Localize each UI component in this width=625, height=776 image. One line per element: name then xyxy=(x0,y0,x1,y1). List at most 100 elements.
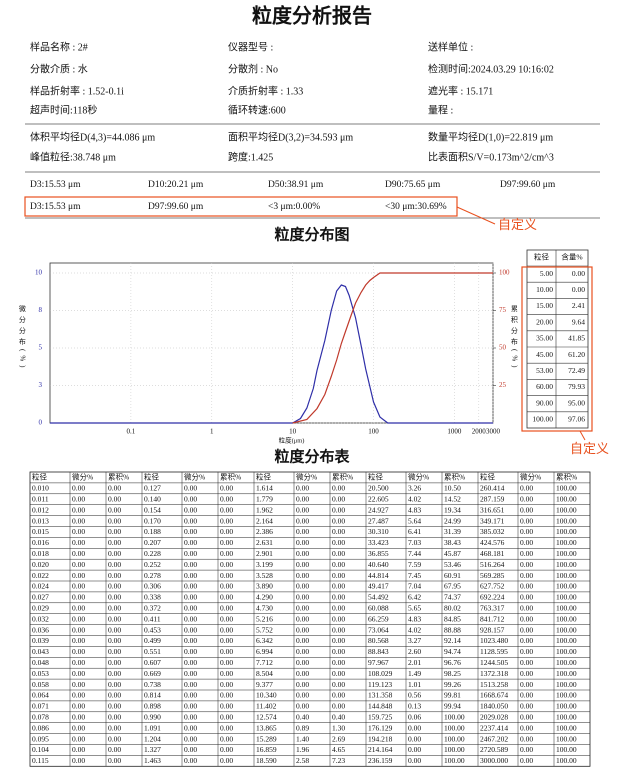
table-cell: 385.032 xyxy=(480,527,505,536)
table-cell: 1.962 xyxy=(256,505,273,514)
series-line xyxy=(50,284,493,424)
table-cell: 100.00 xyxy=(556,636,577,645)
table-cell: 0.00 xyxy=(296,549,309,558)
table-cell: 0.00 xyxy=(184,723,197,732)
table-cell: 9.377 xyxy=(256,680,273,689)
table-cell: 349.171 xyxy=(480,516,505,525)
table-cell: 0.00 xyxy=(184,712,197,721)
table-cell: 4.65 xyxy=(332,745,345,754)
table-cell: 0.00 xyxy=(332,636,345,645)
table-cell: 0.00 xyxy=(520,723,533,732)
table-cell: 0.00 xyxy=(296,614,309,623)
table-cell: 0.00 xyxy=(108,756,121,765)
table-cell: 0.00 xyxy=(108,734,121,743)
table-cell: 100.00 xyxy=(556,484,577,493)
table-cell: 0.00 xyxy=(332,625,345,634)
table-cell: 0.00 xyxy=(108,484,121,493)
table-cell: 0.00 xyxy=(520,647,533,656)
table-cell: 0.13 xyxy=(408,702,421,711)
table-cell: 0.40 xyxy=(296,712,309,721)
table-cell: 100.00 xyxy=(556,691,577,700)
custom-box xyxy=(24,196,458,217)
x-axis-label: 粒度(μm) xyxy=(279,435,305,444)
table-cell: 0.228 xyxy=(144,549,161,558)
side-table-cell: 95.00 xyxy=(568,398,585,407)
table-cell: 0.00 xyxy=(108,691,121,700)
table-cell: 0.00 xyxy=(108,702,121,711)
table-cell: 0.00 xyxy=(296,603,309,612)
table-cell: 0.00 xyxy=(296,636,309,645)
table-cell: 100.00 xyxy=(556,527,577,536)
table-cell: 0.00 xyxy=(520,549,533,558)
y2-axis-label: 累积分布(%) xyxy=(510,305,518,372)
table-cell: 0.00 xyxy=(108,505,121,514)
y2-tick-label: 25 xyxy=(499,381,507,389)
table-cell: 468.181 xyxy=(480,549,505,558)
table-cell: 2.01 xyxy=(408,658,421,667)
table-cell: 3.27 xyxy=(408,636,421,645)
table-cell: 3.199 xyxy=(256,560,273,569)
table-cell: 0.00 xyxy=(332,603,345,612)
table-cell: 0.00 xyxy=(220,582,233,591)
table-cell: 0.00 xyxy=(332,538,345,547)
table-cell: 0.00 xyxy=(108,593,121,602)
side-table-cell: 79.93 xyxy=(568,382,585,391)
table-cell: 0.086 xyxy=(32,723,49,732)
table-cell: 88.843 xyxy=(368,647,389,656)
table-cell: 100.00 xyxy=(556,505,577,514)
table-cell: 99.26 xyxy=(444,680,461,689)
table-cell: 0.00 xyxy=(332,680,345,689)
table-cell: 99.94 xyxy=(444,702,461,711)
table-cell: 0.00 xyxy=(296,538,309,547)
custom-box xyxy=(521,266,593,432)
info-field: 量程 : xyxy=(428,104,453,116)
table-cell: 20.500 xyxy=(368,484,389,493)
table-cell: 0.00 xyxy=(72,636,85,645)
table-cell: 60.088 xyxy=(368,603,389,612)
table-cell: 0.00 xyxy=(72,603,85,612)
table-cell: 30.310 xyxy=(368,527,389,536)
table-cell: 0.551 xyxy=(144,647,161,656)
table-cell: 144.848 xyxy=(368,702,393,711)
table-cell: 0.043 xyxy=(32,647,49,656)
table-cell: 0.00 xyxy=(108,614,121,623)
table-cell: 74.37 xyxy=(444,593,461,602)
table-frame xyxy=(29,471,591,767)
table-cell: 0.00 xyxy=(520,527,533,536)
d-value: D10:20.21 μm xyxy=(148,180,204,190)
table-cell: 53.46 xyxy=(444,560,461,569)
table-cell: 0.170 xyxy=(144,516,161,525)
table-cell: 24.927 xyxy=(368,505,389,514)
table-cell: 0.00 xyxy=(108,625,121,634)
table-cell: 0.00 xyxy=(332,549,345,558)
y-axis-label: 微分分布(%) xyxy=(18,304,26,371)
table-cell: 0.207 xyxy=(144,538,161,547)
table-cell: 0.020 xyxy=(32,560,49,569)
table-cell: 0.00 xyxy=(184,560,197,569)
table-cell: 1.204 xyxy=(144,734,161,743)
table-cell: 0.00 xyxy=(332,658,345,667)
x-tick-label: 2000 xyxy=(472,428,487,436)
table-cell: 0.00 xyxy=(72,538,85,547)
table-cell: 0.00 xyxy=(220,484,233,493)
table-cell: 100.00 xyxy=(556,603,577,612)
table-cell: 108.029 xyxy=(368,669,393,678)
table-header: 累积% xyxy=(556,472,577,482)
table-cell: 0.00 xyxy=(220,494,233,503)
table-cell: 0.607 xyxy=(144,658,161,667)
table-cell: 10.340 xyxy=(256,691,277,700)
table-cell: 0.00 xyxy=(72,669,85,678)
table-cell: 0.00 xyxy=(220,691,233,700)
table-cell: 0.411 xyxy=(144,614,161,623)
table-cell: 1.40 xyxy=(296,734,309,743)
chart-title: 粒度分布图 xyxy=(274,225,349,243)
table-cell: 94.74 xyxy=(444,647,461,656)
table-cell: 2.901 xyxy=(256,549,273,558)
table-cell: 0.00 xyxy=(72,614,85,623)
info-field: 送样单位 : xyxy=(428,40,473,53)
table-cell: 44.814 xyxy=(368,571,389,580)
table-cell: 96.76 xyxy=(444,658,461,667)
table-cell: 24.99 xyxy=(444,516,461,525)
table-cell: 0.00 xyxy=(408,756,421,765)
table-cell: 2029.028 xyxy=(480,712,508,721)
